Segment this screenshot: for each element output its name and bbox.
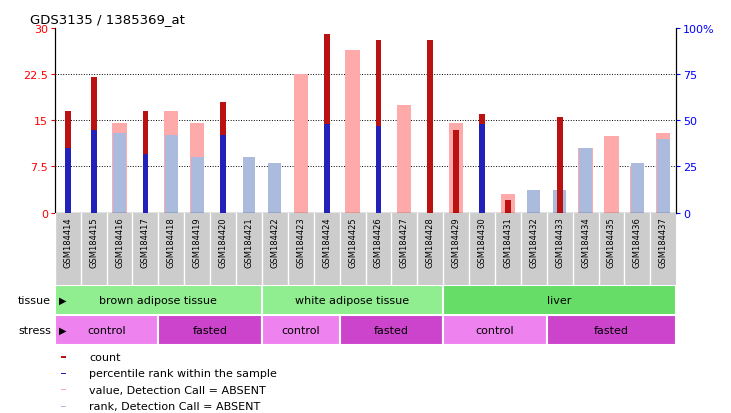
Bar xyxy=(376,126,382,213)
Text: value, Detection Call = ABSENT: value, Detection Call = ABSENT xyxy=(89,385,266,395)
Bar xyxy=(61,356,66,358)
Text: GSM184433: GSM184433 xyxy=(555,217,564,268)
Bar xyxy=(165,136,178,213)
Bar xyxy=(453,130,459,213)
Text: GSM184422: GSM184422 xyxy=(270,217,279,267)
Bar xyxy=(91,78,96,213)
Bar xyxy=(262,315,340,345)
Bar xyxy=(113,124,126,213)
Text: GSM184432: GSM184432 xyxy=(529,217,538,267)
Text: GSM184425: GSM184425 xyxy=(348,217,357,267)
Text: GSM184437: GSM184437 xyxy=(659,217,667,268)
Bar xyxy=(55,285,262,315)
Bar xyxy=(65,149,71,213)
Text: ▶: ▶ xyxy=(58,325,66,335)
Bar xyxy=(243,158,255,213)
Bar xyxy=(262,285,443,315)
Text: GSM184430: GSM184430 xyxy=(477,217,487,267)
Text: GSM184417: GSM184417 xyxy=(141,217,150,267)
Text: GSM184429: GSM184429 xyxy=(452,217,461,267)
Text: GSM184414: GSM184414 xyxy=(64,217,72,267)
Bar xyxy=(527,191,540,213)
Bar xyxy=(113,134,126,213)
Bar xyxy=(190,124,205,213)
Text: GDS3135 / 1385369_at: GDS3135 / 1385369_at xyxy=(30,13,185,26)
Text: brown adipose tissue: brown adipose tissue xyxy=(99,295,217,305)
Bar xyxy=(61,406,66,407)
Text: white adipose tissue: white adipose tissue xyxy=(295,295,409,305)
Text: GSM184427: GSM184427 xyxy=(400,217,409,267)
Bar xyxy=(656,133,670,213)
Text: ▶: ▶ xyxy=(58,295,66,305)
Bar xyxy=(159,315,262,345)
Text: control: control xyxy=(281,325,320,335)
Text: GSM184431: GSM184431 xyxy=(504,217,512,267)
Text: count: count xyxy=(89,352,121,362)
Text: GSM184421: GSM184421 xyxy=(244,217,254,267)
Text: GSM184435: GSM184435 xyxy=(607,217,616,267)
Bar xyxy=(164,112,178,213)
Bar xyxy=(220,136,226,213)
Bar xyxy=(294,75,308,213)
Bar xyxy=(191,158,204,213)
Text: GSM184418: GSM184418 xyxy=(167,217,176,267)
Text: control: control xyxy=(87,325,126,335)
Bar xyxy=(65,112,71,213)
Text: control: control xyxy=(476,325,515,335)
Text: GSM184424: GSM184424 xyxy=(322,217,331,267)
Text: GSM184436: GSM184436 xyxy=(633,217,642,268)
Bar xyxy=(376,41,382,213)
Bar xyxy=(143,154,148,213)
Bar xyxy=(449,124,463,213)
Bar xyxy=(505,201,511,213)
Bar xyxy=(578,149,593,213)
Text: stress: stress xyxy=(18,325,51,335)
Bar xyxy=(479,115,485,213)
Bar xyxy=(443,285,676,315)
Bar xyxy=(443,315,547,345)
Text: GSM184416: GSM184416 xyxy=(115,217,124,267)
Text: GSM184420: GSM184420 xyxy=(219,217,227,267)
Text: tissue: tissue xyxy=(18,295,51,305)
Text: GSM184419: GSM184419 xyxy=(193,217,202,267)
Bar xyxy=(55,315,159,345)
Bar xyxy=(346,50,360,213)
Bar xyxy=(220,102,226,213)
Text: liver: liver xyxy=(548,295,572,305)
Bar xyxy=(605,136,618,213)
Bar xyxy=(61,389,66,390)
Bar xyxy=(91,130,96,213)
Bar xyxy=(324,125,330,213)
Bar xyxy=(397,106,412,213)
Bar xyxy=(656,140,670,213)
Text: percentile rank within the sample: percentile rank within the sample xyxy=(89,368,277,378)
Text: GSM184428: GSM184428 xyxy=(425,217,435,267)
Bar xyxy=(579,149,592,213)
Text: GSM184426: GSM184426 xyxy=(374,217,383,267)
Bar xyxy=(428,41,433,213)
Text: GSM184434: GSM184434 xyxy=(581,217,590,267)
Text: rank, Detection Call = ABSENT: rank, Detection Call = ABSENT xyxy=(89,401,260,411)
Bar xyxy=(553,191,566,213)
Bar xyxy=(631,164,644,213)
Bar xyxy=(547,315,676,345)
Bar xyxy=(501,195,515,213)
Text: GSM184415: GSM184415 xyxy=(89,217,98,267)
Bar xyxy=(630,167,645,213)
Bar xyxy=(61,373,66,374)
Bar xyxy=(268,164,281,213)
Text: GSM184423: GSM184423 xyxy=(296,217,306,267)
Text: fasted: fasted xyxy=(594,325,629,335)
Bar xyxy=(143,112,148,213)
Bar xyxy=(324,35,330,213)
Bar xyxy=(340,315,443,345)
Text: fasted: fasted xyxy=(193,325,227,335)
Bar xyxy=(479,125,485,213)
Text: fasted: fasted xyxy=(374,325,409,335)
Bar xyxy=(557,118,563,213)
